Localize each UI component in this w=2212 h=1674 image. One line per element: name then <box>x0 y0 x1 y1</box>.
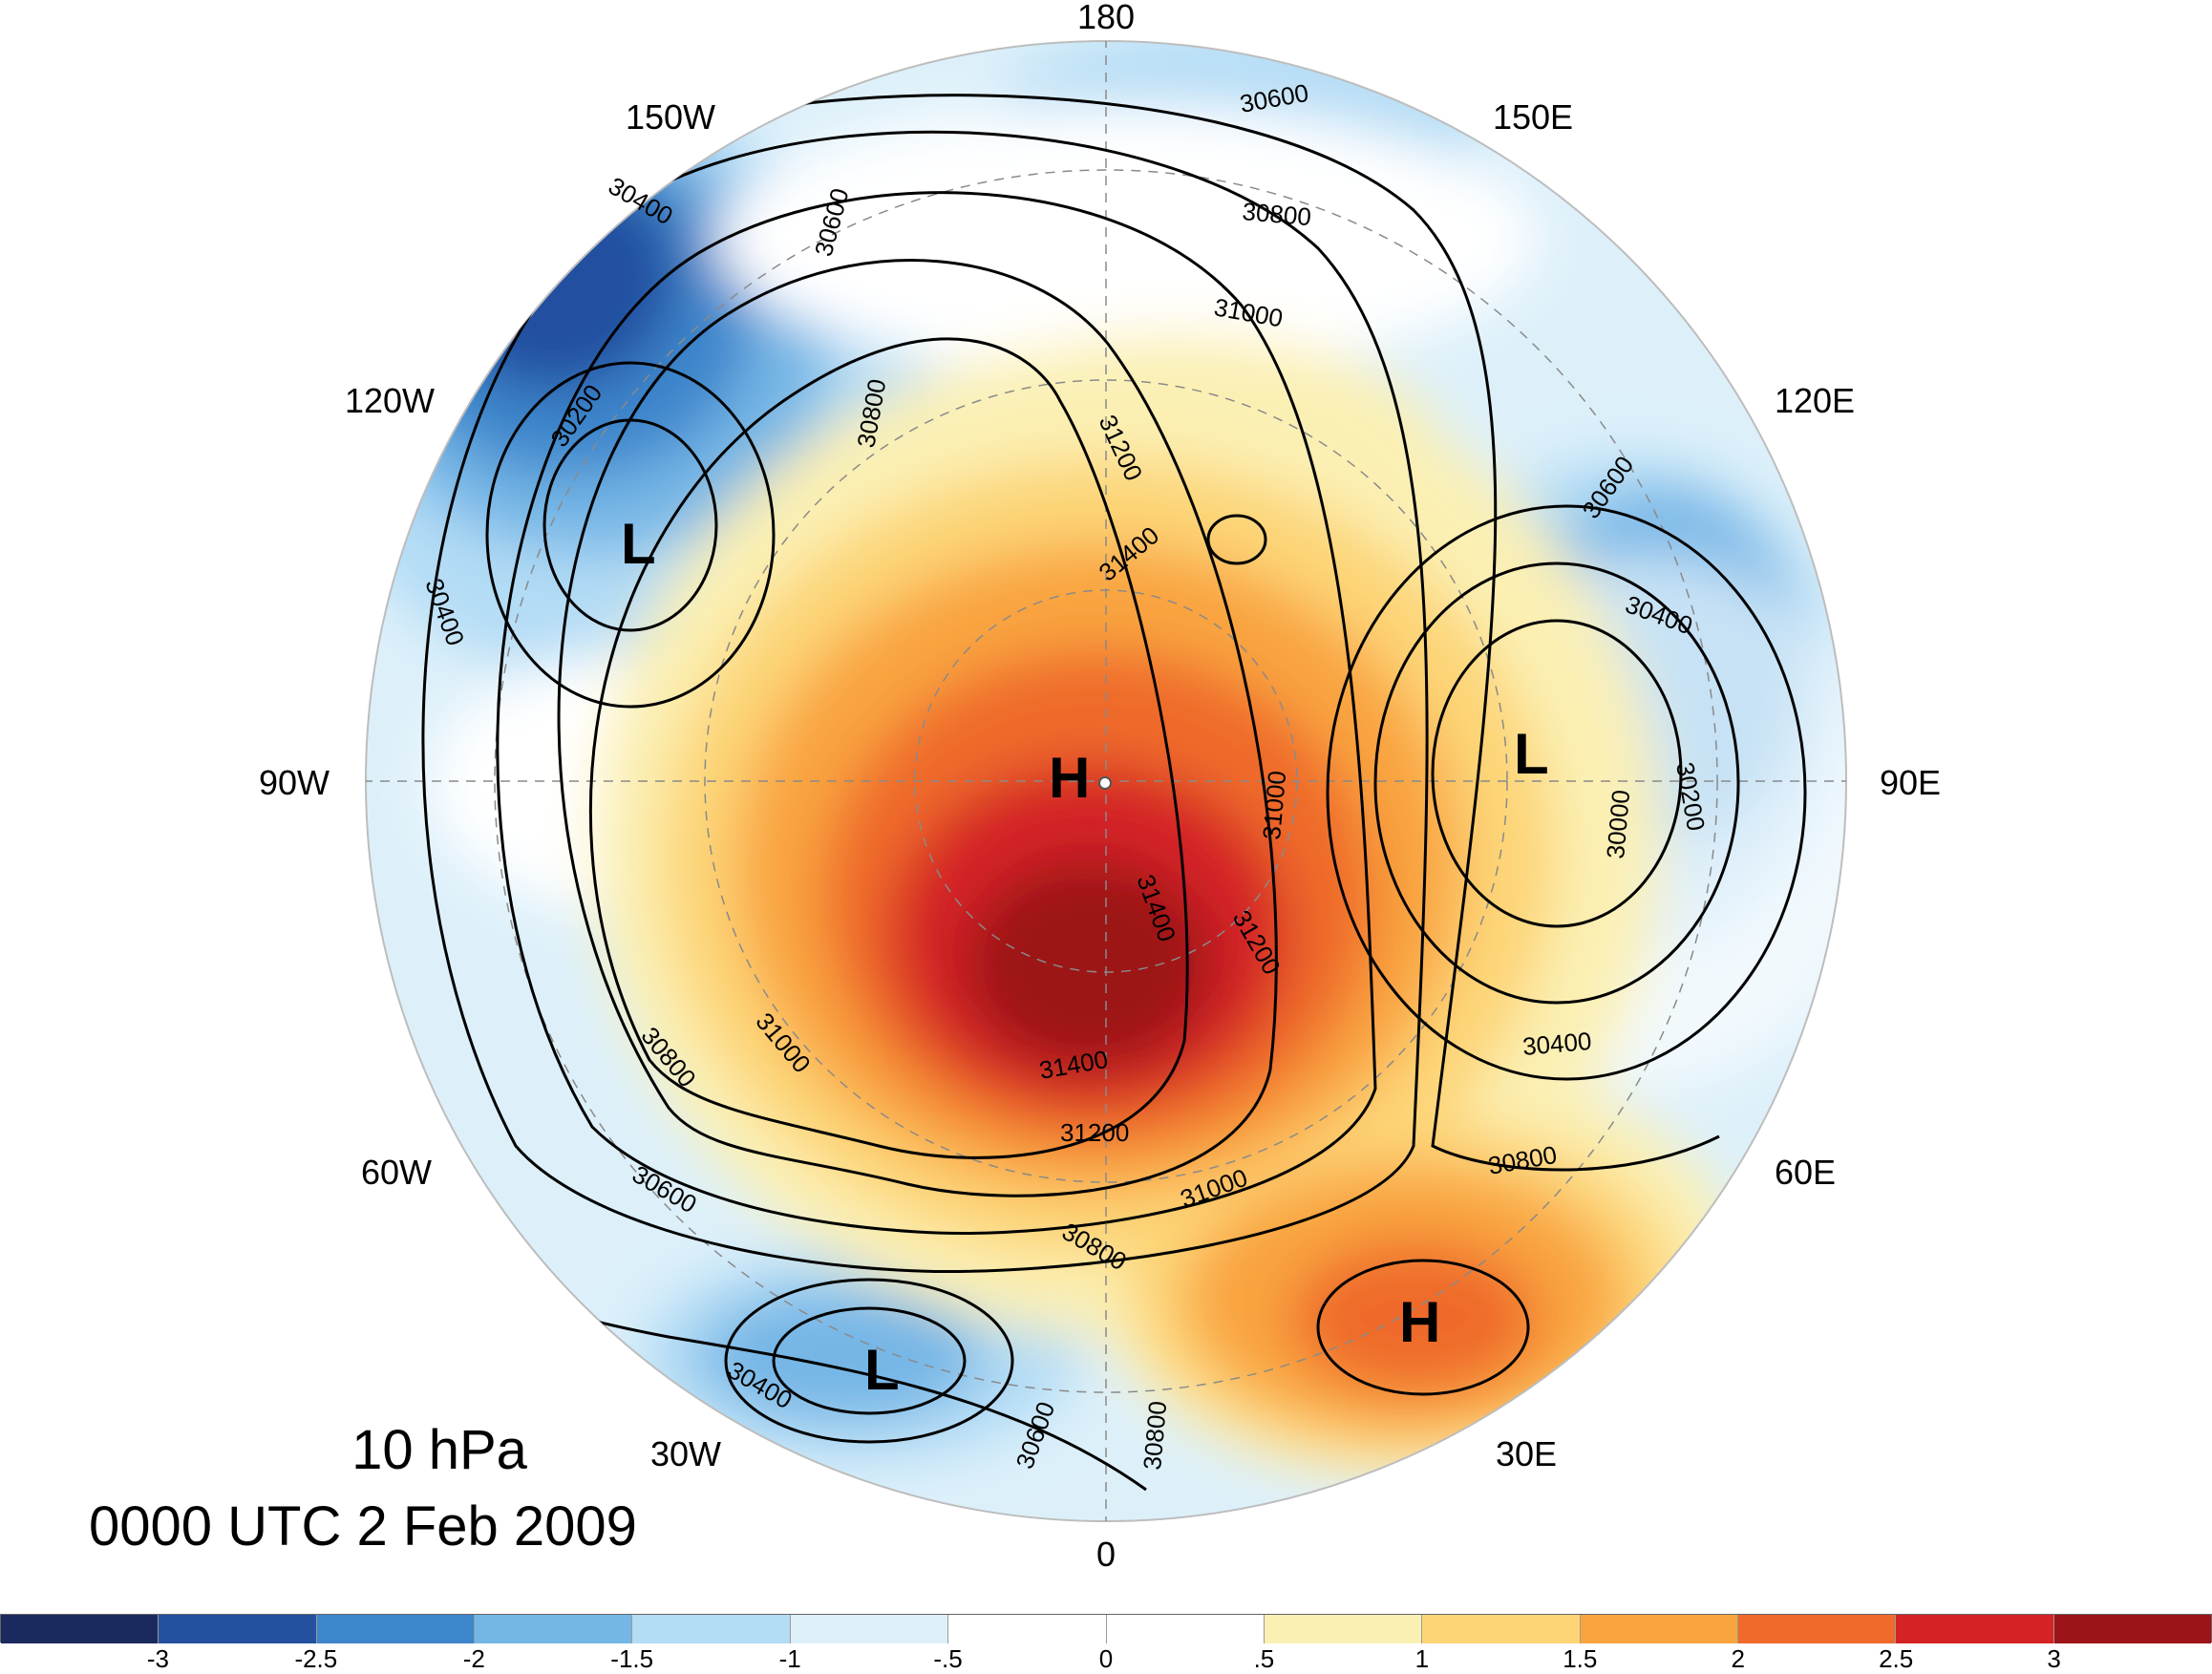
high-center-pole: H <box>1049 746 1090 810</box>
contour-label: 30000 <box>1601 789 1635 860</box>
high-center-europe: H <box>1399 1290 1440 1354</box>
colorbar-tick-label: 2 <box>1731 1644 1745 1673</box>
anomaly-field <box>366 41 1846 1521</box>
contour-label: 30400 <box>1521 1027 1593 1061</box>
pole-marker <box>1098 776 1112 790</box>
lon-label-180: 180 <box>1077 0 1135 36</box>
colorbar-tick-label: -2 <box>462 1644 485 1673</box>
colorbar-tick-label: -.5 <box>933 1644 963 1673</box>
lon-label-150w: 150W <box>626 97 715 137</box>
lon-label-30e: 30E <box>1496 1434 1557 1473</box>
contour-label: 31200 <box>1060 1118 1129 1147</box>
lon-label-60e: 60E <box>1775 1153 1836 1192</box>
lon-label-150e: 150E <box>1493 97 1573 137</box>
low-center-alaska: L <box>621 512 656 576</box>
pressure-centers: H H L L L <box>621 512 1549 1402</box>
colorbar <box>0 1614 2212 1643</box>
colorbar-cell <box>1106 1615 1265 1643</box>
lon-label-120w: 120W <box>345 381 435 420</box>
colorbar-cell <box>1 1615 160 1643</box>
lon-label-120e: 120E <box>1775 381 1855 420</box>
colorbar-tick-label: .5 <box>1253 1644 1275 1673</box>
colorbar-tick-label: -2.5 <box>294 1644 338 1673</box>
colorbar-cell <box>1737 1615 1897 1643</box>
lon-label-0: 0 <box>1096 1535 1116 1574</box>
colorbar-cell <box>1422 1615 1581 1643</box>
colorbar-cell <box>948 1615 1107 1643</box>
lon-label-60w: 60W <box>361 1153 432 1192</box>
colorbar-ticks: -3 -2.5 -2 -1.5 -1 -.5 0 .5 1 1.5 2 2.5 3 <box>0 1644 2212 1673</box>
colorbar-cell <box>1896 1615 2054 1643</box>
colorbar-cell <box>790 1615 949 1643</box>
colorbar-cell <box>1264 1615 1423 1643</box>
colorbar-cell <box>632 1615 791 1643</box>
polar-map: 30600 30800 31000 31200 31400 31000 3140… <box>259 0 1941 1574</box>
contour-label: 30800 <box>1138 1400 1172 1472</box>
contour-label: 30800 <box>1241 197 1312 231</box>
longitude-labels: 180 150E 120E 90E 60E 30E 0 30W 60W 90W … <box>259 0 1941 1574</box>
colorbar-tick-label: 2.5 <box>1879 1644 1914 1673</box>
lon-label-90w: 90W <box>259 763 330 802</box>
title-level: 10 hPa <box>351 1419 527 1481</box>
contour-label: 31000 <box>1257 770 1291 841</box>
colorbar-cell <box>2053 1615 2212 1643</box>
colorbar-tick-label: -1.5 <box>610 1644 654 1673</box>
colorbar-cell <box>316 1615 476 1643</box>
colorbar-tick-label: 1 <box>1414 1644 1430 1673</box>
colorbar-cell <box>1580 1615 1738 1643</box>
colorbar-cell <box>159 1615 317 1643</box>
low-center-atlantic: L <box>864 1338 900 1402</box>
height-contours <box>366 94 1807 1492</box>
lon-label-90e: 90E <box>1880 763 1941 802</box>
colorbar-tick-label: 3 <box>2047 1644 2061 1673</box>
lon-label-30w: 30W <box>650 1434 721 1473</box>
colorbar-tick-label: 1.5 <box>1563 1644 1598 1673</box>
low-center-siberia: L <box>1514 722 1549 786</box>
title-time: 0000 UTC 2 Feb 2009 <box>89 1495 637 1557</box>
colorbar-cell <box>475 1615 633 1643</box>
colorbar-tick-label: -1 <box>778 1644 801 1673</box>
colorbar-tick-label: 0 <box>1098 1644 1114 1673</box>
colorbar-tick-label: -3 <box>146 1644 169 1673</box>
